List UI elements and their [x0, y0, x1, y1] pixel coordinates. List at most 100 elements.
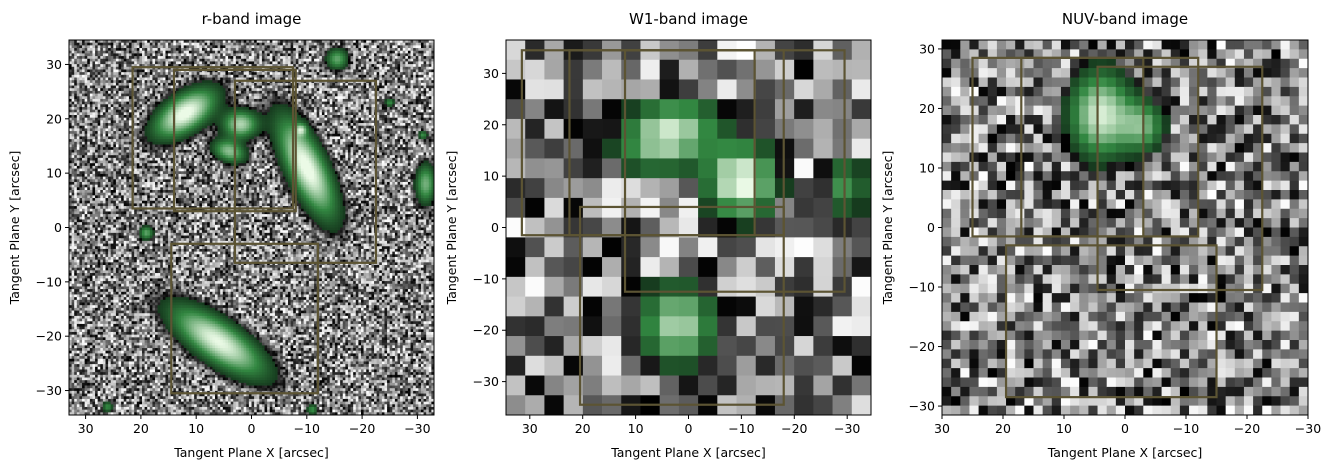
pixel-cell: [74, 181, 78, 185]
pixel-cell: [95, 141, 99, 145]
pixel-cell: [89, 131, 93, 135]
pixel-cell: [76, 195, 80, 199]
pixel-cell: [144, 125, 148, 129]
pixel-cell: [118, 396, 122, 400]
pixel-cell: [69, 190, 72, 194]
pixel-cell: [95, 307, 99, 311]
pixel-cell: [136, 240, 140, 244]
pixel-cell: [157, 171, 161, 175]
pixel-cell: [82, 366, 85, 370]
pixel-cell: [74, 246, 78, 250]
pixel-cell: [142, 195, 145, 199]
pixel-cell: [69, 281, 72, 285]
pixel-cell: [123, 139, 127, 143]
pixel-cell: [92, 297, 96, 301]
pixel-cell: [71, 66, 75, 70]
pixel-cell: [139, 356, 143, 360]
pixel-cell: [110, 337, 114, 341]
pixel-cell: [105, 149, 109, 153]
pixel-cell: [144, 208, 148, 212]
pixel-cell: [136, 163, 140, 167]
pixel-cell: [152, 187, 156, 191]
pixel-cell: [139, 342, 143, 346]
pixel-cell: [155, 409, 158, 413]
pixel-cell: [152, 356, 156, 360]
pixel-cell: [71, 390, 75, 394]
pixel-cell: [79, 168, 83, 172]
pixel-cell: [82, 171, 85, 175]
pixel-cell: [110, 139, 114, 143]
pixel-cell: [100, 238, 104, 242]
pixel-cell: [92, 251, 96, 255]
pixel-cell: [95, 139, 99, 143]
pixel-cell: [128, 259, 132, 263]
pixel-cell: [74, 299, 78, 303]
pixel-cell: [89, 353, 93, 357]
pixel-cell: [136, 291, 140, 295]
pixel-cell: [123, 160, 127, 164]
pixel-cell: [123, 380, 127, 384]
pixel-cell: [71, 155, 75, 159]
pixel-cell: [121, 388, 125, 392]
pixel-cell: [157, 125, 161, 129]
pixel-cell: [115, 345, 119, 349]
pixel-cell: [76, 133, 80, 137]
pixel-cell: [87, 356, 91, 360]
pixel-cell: [76, 286, 80, 290]
pixel-cell: [142, 406, 145, 410]
pixel-cell: [100, 345, 104, 349]
pixel-cell: [69, 93, 72, 97]
pixel-cell: [79, 267, 83, 271]
pixel-cell: [160, 149, 164, 153]
pixel-cell: [71, 313, 75, 317]
pixel-cell: [71, 227, 75, 231]
pixel-cell: [126, 307, 130, 311]
pixel-cell: [95, 315, 99, 319]
pixel-cell: [71, 369, 75, 373]
pixel-cell: [160, 278, 164, 282]
pixel-cell: [155, 58, 158, 62]
pixel-cell: [79, 171, 83, 175]
pixel-cell: [144, 337, 148, 341]
pixel-cell: [157, 393, 161, 397]
pixel-cell: [149, 238, 153, 242]
pixel-cell: [108, 93, 112, 97]
pixel-cell: [74, 211, 78, 215]
pixel-cell: [87, 141, 91, 145]
pixel-cell: [92, 96, 96, 100]
pixel-cell: [79, 157, 83, 161]
pixel-cell: [87, 222, 91, 226]
pixel-cell: [147, 329, 151, 333]
pixel-cell: [87, 409, 91, 413]
pixel-cell: [100, 184, 104, 188]
pixel-cell: [92, 45, 96, 49]
pixel-cell: [92, 380, 96, 384]
pixel-cell: [134, 80, 138, 84]
pixel-cell: [134, 270, 138, 274]
pixel-cell: [89, 275, 93, 279]
pixel-cell: [108, 305, 112, 309]
pixel-cell: [97, 123, 101, 127]
pixel-cell: [102, 358, 106, 362]
pixel-cell: [121, 356, 125, 360]
pixel-cell: [71, 139, 75, 143]
pixel-cell: [136, 364, 140, 368]
pixel-cell: [92, 398, 96, 402]
pixel-cell: [74, 409, 78, 413]
pixel-cell: [144, 356, 148, 360]
pixel-cell: [97, 265, 101, 269]
pixel-cell: [157, 297, 161, 301]
pixel-cell: [157, 50, 161, 54]
pixel-cell: [149, 348, 153, 352]
pixel-cell: [144, 72, 148, 76]
pixel-cell: [123, 291, 127, 295]
pixel-cell: [89, 112, 93, 116]
pixel-cell: [123, 77, 127, 81]
pixel-cell: [128, 364, 132, 368]
pixel-cell: [136, 350, 140, 354]
pixel-cell: [139, 401, 143, 405]
pixel-cell: [69, 104, 72, 108]
pixel-cell: [87, 294, 91, 298]
pixel-cell: [74, 176, 78, 180]
pixel-cell: [128, 337, 132, 341]
